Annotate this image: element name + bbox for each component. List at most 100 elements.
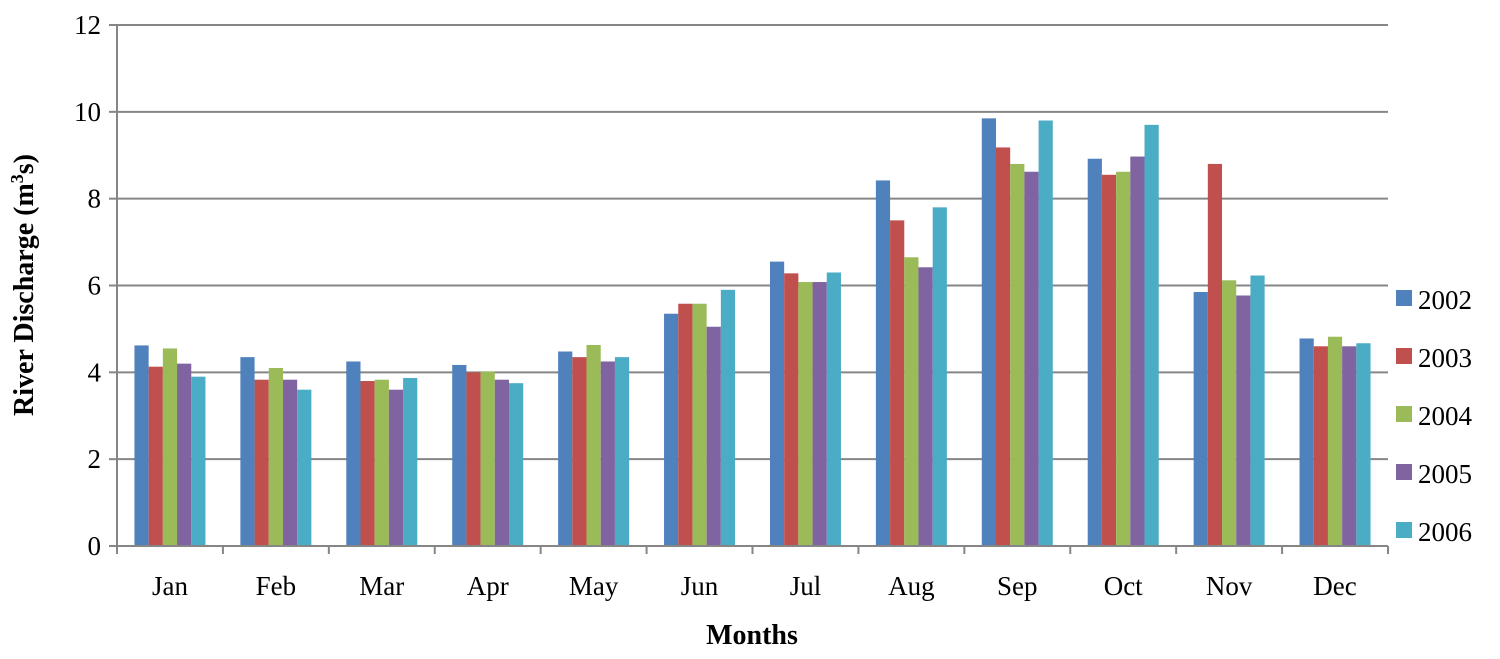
bar	[162, 348, 178, 546]
y-tick-label: 6	[88, 271, 102, 301]
legend-swatch	[1396, 464, 1412, 480]
bar	[177, 363, 192, 546]
x-tick-label: Apr	[467, 571, 509, 601]
bar	[572, 357, 587, 546]
bar	[403, 377, 418, 546]
y-tick-labels: 0 2 4 6 8 10 12	[74, 10, 102, 561]
bar	[586, 344, 601, 546]
bar	[374, 379, 389, 546]
bar	[254, 379, 269, 546]
bar	[932, 207, 947, 546]
bar	[995, 147, 1011, 546]
bar	[1356, 343, 1371, 546]
legend-label: 2002	[1418, 285, 1472, 315]
bar	[282, 379, 298, 546]
bar	[1130, 156, 1145, 547]
bar	[1087, 158, 1102, 546]
legend-label: 2006	[1418, 517, 1472, 547]
y-axis-title-superscript: 3	[7, 174, 27, 183]
x-tick-label: Sep	[997, 571, 1038, 601]
bar	[360, 381, 375, 546]
bar	[1038, 120, 1053, 547]
x-tick-label: Jun	[681, 571, 719, 601]
y-tick-label: 8	[88, 184, 102, 214]
bar	[826, 272, 841, 546]
y-axis-title-main: River Discharge (m	[9, 183, 40, 416]
bar	[1236, 295, 1251, 546]
bar	[1193, 292, 1208, 546]
legend-label: 2004	[1418, 401, 1473, 431]
y-tick-label: 12	[74, 10, 101, 40]
legend-swatch	[1396, 406, 1412, 422]
bar	[918, 267, 933, 546]
bar	[1101, 174, 1117, 546]
bar	[466, 372, 481, 546]
x-axis-title: Months	[706, 620, 798, 651]
legend: 2002 2003 2004 2005 2006	[1396, 285, 1473, 547]
bar	[1222, 280, 1237, 546]
bar	[1024, 171, 1039, 546]
bar	[890, 220, 905, 546]
bar	[720, 289, 736, 546]
y-axis-title: River Discharge (m3s)	[7, 154, 40, 416]
legend-swatch	[1396, 522, 1412, 538]
bar	[798, 282, 813, 546]
bars	[134, 118, 1371, 547]
bar	[346, 361, 361, 546]
y-tick-label: 2	[88, 444, 102, 474]
axes	[109, 24, 1389, 554]
x-tick-labels: Jan Feb Mar Apr May Jun Jul Aug Sep Oct Nov Dec	[152, 571, 1357, 601]
y-tick-label: 0	[88, 531, 102, 561]
x-tick-label: Jul	[790, 571, 822, 601]
bar	[769, 261, 785, 546]
y-axis-title-tail: s)	[9, 154, 40, 174]
bar	[1144, 124, 1159, 546]
bar	[614, 357, 630, 546]
bar	[388, 389, 404, 546]
bar	[1116, 171, 1131, 546]
bar	[1342, 346, 1357, 546]
bar	[1207, 163, 1223, 546]
bar	[452, 364, 467, 546]
bar	[692, 303, 707, 546]
y-tick-label: 4	[88, 357, 102, 387]
legend-label: 2005	[1418, 459, 1472, 489]
bar	[558, 351, 573, 546]
bar	[480, 371, 495, 546]
bar	[600, 361, 615, 546]
x-tick-label: Feb	[256, 571, 297, 601]
bar	[191, 376, 206, 546]
bar	[706, 326, 721, 546]
legend-swatch	[1396, 290, 1412, 306]
bar	[494, 379, 510, 546]
x-tick-label: May	[569, 571, 619, 601]
bar	[784, 273, 799, 546]
bar	[297, 389, 312, 546]
gridlines	[117, 24, 1388, 461]
bar	[812, 282, 827, 546]
x-tick-label: Dec	[1313, 571, 1356, 601]
x-tick-label: Aug	[888, 571, 935, 601]
legend-label: 2003	[1418, 343, 1472, 373]
y-tick-label: 10	[74, 97, 101, 127]
bar	[664, 313, 679, 546]
x-tick-label: Mar	[359, 571, 404, 601]
bar	[268, 367, 283, 546]
bar	[981, 118, 996, 547]
x-tick-label: Oct	[1104, 571, 1143, 601]
bar	[1299, 338, 1314, 546]
bar	[134, 345, 149, 546]
bar	[875, 180, 891, 546]
x-tick-label: Nov	[1206, 571, 1253, 601]
x-tick-label: Jan	[152, 571, 188, 601]
bar	[1327, 336, 1343, 546]
bar	[240, 357, 255, 546]
bar	[1313, 346, 1328, 546]
bar	[904, 257, 919, 546]
legend-swatch	[1396, 348, 1412, 364]
bar	[148, 366, 163, 546]
bar	[509, 383, 524, 546]
bar	[1010, 163, 1025, 546]
bar	[678, 303, 693, 546]
